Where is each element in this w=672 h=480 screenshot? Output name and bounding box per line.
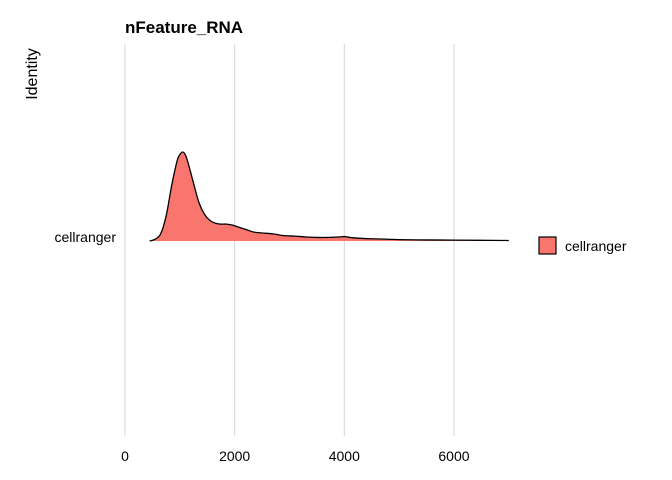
legend-key-cellranger [538,236,557,255]
legend-label-cellranger: cellranger [565,238,627,254]
x-tick-label: 0 [121,448,129,464]
y-axis-label: Identity [24,48,41,100]
y-tick-labels: cellranger [55,229,117,245]
ridge-fill-cellranger [149,152,509,241]
chart-title: nFeature_RNA [125,18,243,37]
ridge-layer [149,151,509,242]
y-tick-label: cellranger [55,229,117,245]
legend: cellranger [538,236,627,255]
x-tick-label: 2000 [219,448,250,464]
x-tick-label: 6000 [438,448,469,464]
x-tick-labels: 0 2000 4000 6000 [121,448,470,464]
x-tick-label: 4000 [329,448,360,464]
ridge-outline-cellranger [149,151,509,242]
